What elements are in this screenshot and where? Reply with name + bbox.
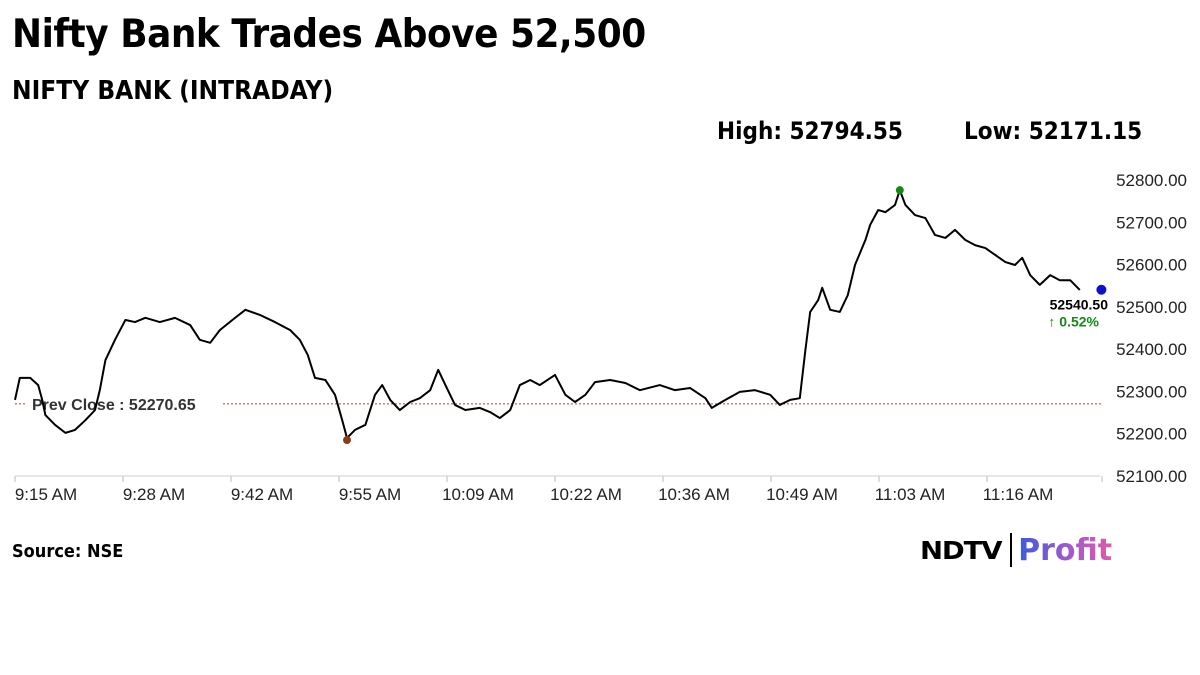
y-tick-label: 52600.00 bbox=[1116, 256, 1187, 275]
page-title: Nifty Bank Trades Above 52,500 bbox=[12, 12, 646, 57]
x-tick-label: 11:16 AM bbox=[983, 485, 1054, 504]
x-tick-label: 9:42 AM bbox=[231, 485, 293, 504]
last-price-label: 52540.50 bbox=[1050, 297, 1109, 313]
source-note: Source: NSE bbox=[12, 541, 124, 562]
low-marker[interactable] bbox=[343, 436, 351, 445]
change-percent-label: ↑ 0.52% bbox=[1048, 314, 1099, 330]
high-label: High: 52794.55 bbox=[717, 117, 903, 145]
ndtv-profit-logo: NDTV Profit bbox=[920, 532, 1112, 568]
high-marker[interactable] bbox=[895, 186, 904, 195]
y-tick-label: 52200.00 bbox=[1116, 425, 1187, 444]
logo-ndtv: NDTV bbox=[920, 535, 1003, 565]
y-tick-label: 52400.00 bbox=[1116, 340, 1187, 359]
y-tick-label: 52500.00 bbox=[1116, 298, 1187, 317]
logo-divider bbox=[1010, 533, 1013, 567]
prev-close-label: Prev Close : 52270.65 bbox=[32, 397, 196, 414]
x-tick-label: 10:36 AM bbox=[658, 485, 730, 504]
x-tick-label: 10:22 AM bbox=[550, 485, 622, 504]
x-tick-label: 10:09 AM bbox=[442, 485, 514, 504]
x-tick-label: 9:15 AM bbox=[15, 485, 77, 504]
y-tick-label: 52300.00 bbox=[1116, 382, 1187, 401]
x-tick-label: 11:03 AM bbox=[875, 485, 946, 504]
y-tick-label: 52800.00 bbox=[1116, 171, 1187, 190]
prev-close-label-bg bbox=[26, 392, 222, 415]
x-tick-label: 9:55 AM bbox=[339, 485, 401, 504]
logo-profit: Profit bbox=[1018, 532, 1113, 568]
chart-subtitle: NIFTY BANK (INTRADAY) bbox=[12, 76, 334, 106]
y-tick-label: 52700.00 bbox=[1116, 213, 1187, 232]
y-tick-label: 52100.00 bbox=[1116, 467, 1187, 486]
x-tick-label: 10:49 AM bbox=[766, 485, 838, 504]
x-tick-label: 9:28 AM bbox=[123, 485, 185, 504]
last-price-marker[interactable] bbox=[1096, 284, 1107, 295]
low-label: Low: 52171.15 bbox=[964, 117, 1143, 145]
price-series-line bbox=[14, 189, 1081, 439]
